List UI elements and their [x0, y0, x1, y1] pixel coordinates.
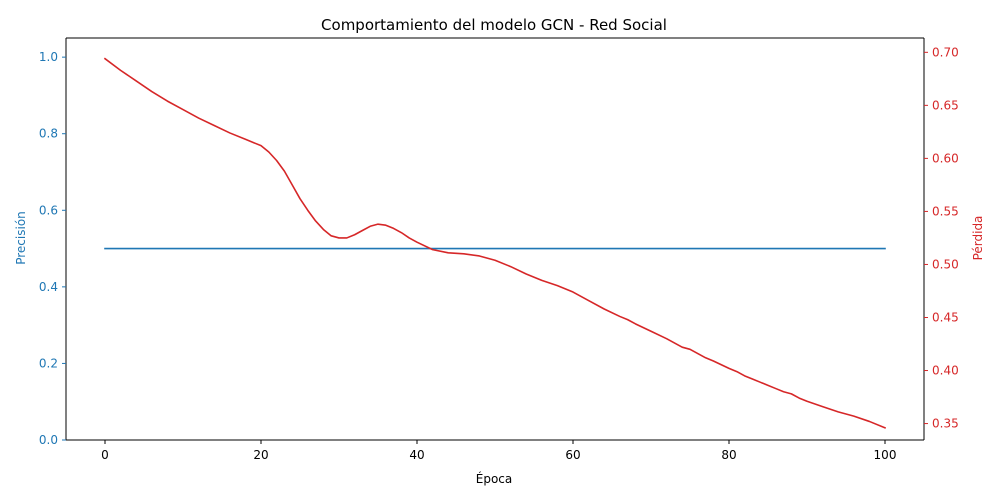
- x-tick-label: 0: [101, 448, 109, 462]
- x-tick-label: 100: [874, 448, 897, 462]
- y-right-tick-label: 0.50: [932, 257, 959, 271]
- y-left-tick-label: 0.4: [39, 280, 58, 294]
- x-tick-label: 80: [721, 448, 736, 462]
- loss-series-line: [103, 57, 887, 429]
- y-right-tick-label: 0.45: [932, 310, 959, 324]
- y-left-tick-label: 0.6: [39, 203, 58, 217]
- x-tick-label: 20: [253, 448, 268, 462]
- y-right-tick-label: 0.55: [932, 204, 959, 218]
- y-right-tick-label: 0.70: [932, 45, 959, 59]
- y-left-tick-label: 1.0: [39, 50, 58, 64]
- y-right-tick-label: 0.60: [932, 151, 959, 165]
- y-right-tick-label: 0.40: [932, 364, 959, 378]
- y-left-tick-label: 0.8: [39, 127, 58, 141]
- y-left-tick-label: 0.2: [39, 356, 58, 370]
- x-tick-label: 60: [565, 448, 580, 462]
- x-axis-label: Época: [476, 471, 513, 486]
- chart-title: Comportamiento del modelo GCN - Red Soci…: [321, 16, 667, 34]
- x-tick-label: 40: [409, 448, 424, 462]
- y-right-tick-label: 0.35: [932, 417, 959, 431]
- y-axis-right-label: Pérdida: [971, 216, 985, 261]
- y-right-tick-label: 0.65: [932, 98, 959, 112]
- chart-marks: 0 20 40 60 80 100 0.0 0.2 0.4 0.6 0.8 1.0 0.35 0.40 0.…: [39, 37, 959, 462]
- y-axis-left-label: Precisión: [14, 211, 28, 265]
- y-left-tick-label: 0.0: [39, 433, 58, 447]
